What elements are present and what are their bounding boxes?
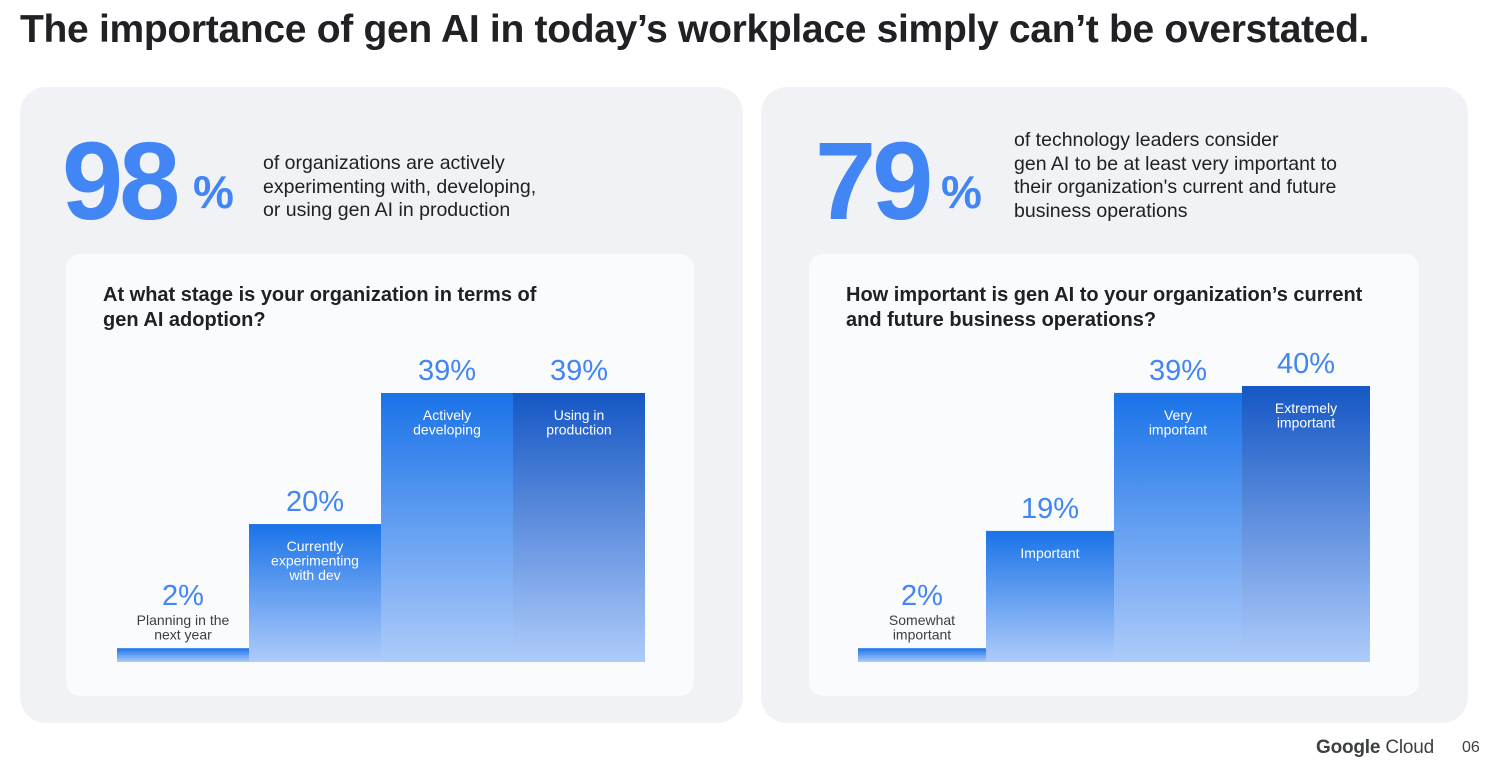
brand-first: Google: [1316, 737, 1381, 758]
category-label: Using in: [554, 407, 605, 423]
category-label: developing: [413, 422, 481, 438]
category-label: Extremely: [1275, 400, 1337, 416]
chart-question-importance: How important is gen AI to your organiza…: [846, 283, 1406, 333]
category-label: Currently: [287, 538, 344, 554]
category-label: Very: [1164, 407, 1192, 423]
category-label: Actively: [423, 407, 471, 423]
stat-line: business operations: [1014, 199, 1188, 222]
stat-value-adoption: 98: [62, 120, 180, 243]
importance-chart-panel: How important is gen AI to your organiza…: [809, 254, 1419, 696]
bar: [249, 524, 381, 662]
stat-line: their organization's current and future: [1014, 176, 1337, 198]
stat-unit-adoption: %: [193, 166, 234, 218]
bar: [858, 648, 986, 662]
category-label: next year: [154, 627, 212, 643]
category-label: important: [1149, 421, 1207, 437]
value-label: 2%: [901, 580, 943, 612]
category-label: production: [546, 422, 611, 438]
bar: [513, 393, 645, 662]
value-label: 40%: [1277, 348, 1335, 380]
brand-second: Cloud: [1385, 737, 1434, 758]
importance-card: 79 % of technology leaders consider gen …: [761, 87, 1468, 723]
bar: [986, 530, 1114, 662]
adoption-card: 98 % of organizations are actively exper…: [20, 87, 743, 723]
stat-unit-importance: %: [941, 166, 982, 218]
category-label: important: [893, 627, 951, 643]
value-label: 19%: [1021, 493, 1079, 525]
category-label: Important: [1020, 545, 1079, 561]
value-label: 39%: [1149, 355, 1207, 387]
stat-line: or using gen AI in production: [263, 199, 511, 221]
question-line: At what stage is your organization in te…: [103, 284, 537, 306]
stat-line: of organizations are actively: [263, 152, 505, 174]
category-label: Planning in the: [137, 612, 230, 628]
page-title: The importance of gen AI in today’s work…: [20, 8, 1370, 51]
value-label: 39%: [418, 355, 476, 387]
value-label: 39%: [550, 355, 608, 387]
bar: [1242, 386, 1370, 662]
page-number: 06: [1462, 739, 1480, 756]
importance-bar-chart: 2%Somewhatimportant19%Important39%Veryim…: [858, 348, 1370, 662]
bar: [1114, 392, 1242, 662]
stat-description-importance: of technology leaders consider gen AI to…: [1014, 129, 1337, 223]
stat-line: gen AI to be at least very important to: [1014, 152, 1338, 175]
value-label: 2%: [162, 580, 204, 612]
stat-description-adoption: of organizations are actively experiment…: [263, 152, 536, 223]
bar: [117, 648, 249, 662]
stat-line: of technology leaders consider: [1014, 129, 1279, 151]
stat-value-importance: 79: [815, 120, 933, 243]
question-line: How important is gen AI to your organiza…: [846, 284, 1363, 306]
question-line: and future business operations?: [846, 309, 1157, 331]
value-label: 20%: [286, 486, 344, 518]
question-line: gen AI adoption?: [103, 309, 266, 331]
chart-question-adoption: At what stage is your organization in te…: [103, 283, 663, 333]
google-cloud-logo: Google Cloud: [1316, 737, 1434, 759]
stat-line: experimenting with, developing,: [263, 175, 537, 198]
bar: [381, 393, 513, 662]
category-label: important: [1277, 415, 1335, 431]
category-label: experimenting: [271, 553, 359, 569]
category-label: with dev: [288, 567, 340, 583]
category-label: Somewhat: [889, 612, 955, 628]
adoption-chart-panel: At what stage is your organization in te…: [66, 254, 694, 696]
